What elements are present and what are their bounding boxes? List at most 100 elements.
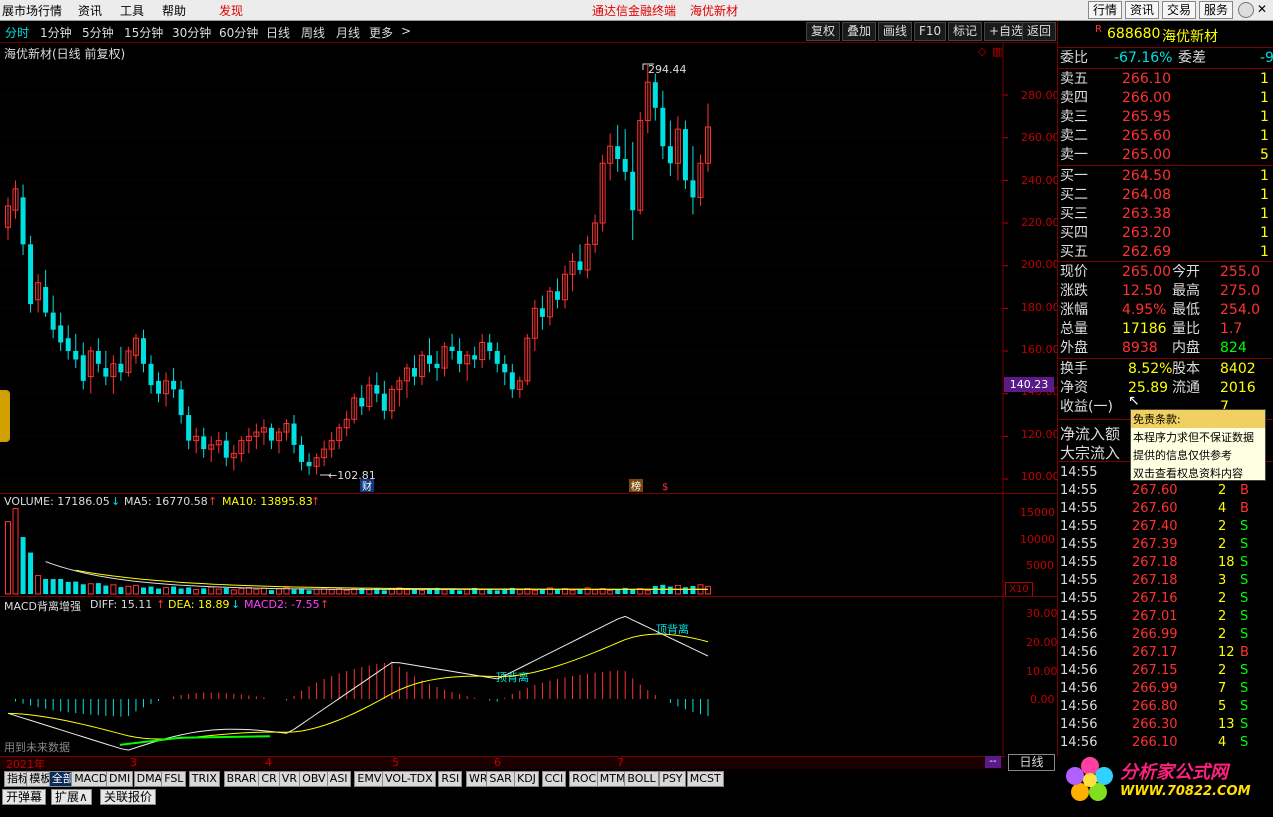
btn-f10[interactable]: F10 (914, 22, 947, 41)
macd-y-label: 0.00 (1030, 693, 1055, 706)
financial-marker[interactable] (360, 479, 374, 492)
divergence-baseline (119, 735, 271, 746)
indicator-tab-dma[interactable]: DMA (133, 771, 166, 787)
tab-period-week[interactable]: 周线 (301, 26, 326, 40)
btn-back[interactable]: 返回 (1022, 22, 1057, 41)
indicator-tab-rsi[interactable]: RSI (438, 771, 463, 787)
minimize-icon[interactable] (1238, 2, 1254, 18)
tick-row: 14:55 267.40 2 S (1060, 519, 1249, 534)
chevron-right-icon[interactable]: > (401, 24, 412, 38)
volume-bar (50, 579, 56, 594)
volume-bar (569, 589, 576, 595)
indicator-tab-全部[interactable]: 全部 (48, 771, 77, 787)
dea-down-arrow: ↓ (231, 598, 241, 611)
window-icon[interactable]: ▥ (992, 45, 1003, 58)
indicator-tab-psy[interactable]: PSY (659, 771, 686, 787)
indicator-tab-roc[interactable]: ROC (569, 771, 600, 787)
indicator-tab-cci[interactable]: CCI (541, 771, 567, 787)
macd-indicator-name[interactable]: MACD背离增强 (4, 600, 81, 613)
tab-period-intraday[interactable]: 分时 (5, 26, 30, 40)
tab-period-day[interactable]: 日线 (266, 26, 291, 40)
candle (464, 354, 471, 365)
mouse-cursor-icon: ↖ (1128, 393, 1140, 409)
bottom-button[interactable]: 扩展∧ (51, 789, 92, 805)
btn-adjust[interactable]: 复权 (806, 22, 841, 41)
indicator-tab-fsl[interactable]: FSL (161, 771, 187, 787)
candle (50, 312, 56, 330)
indicator-tab-kdj[interactable]: KDJ (514, 771, 539, 787)
scroll-dash-button[interactable]: -- (985, 756, 1001, 768)
tab-period-30m[interactable]: 30分钟 (172, 26, 212, 40)
tab-period-1m[interactable]: 1分钟 (40, 26, 72, 40)
btn-trade[interactable]: 交易 (1162, 1, 1197, 19)
volume-bar (411, 588, 417, 594)
menu-help[interactable]: 帮助 (162, 4, 187, 18)
indicator-tab-cr[interactable]: CR (258, 771, 280, 787)
indicator-tab-trix[interactable]: TRIX (188, 771, 220, 787)
indicator-tab-emv[interactable]: EMV (354, 771, 385, 787)
tab-period-month[interactable]: 月线 (336, 26, 361, 40)
period-display[interactable]: 日线 (1008, 754, 1055, 771)
tab-period-5m[interactable]: 5分钟 (82, 26, 114, 40)
volume-bar (328, 589, 335, 595)
indicator-tab-sar[interactable]: SAR (486, 771, 515, 787)
volume-bar (28, 552, 34, 594)
rank-marker[interactable] (629, 479, 643, 492)
indicator-tab-brar[interactable]: BRAR (223, 771, 260, 787)
volume-chart (5, 494, 1004, 596)
candle (351, 397, 358, 420)
volume-bar (487, 588, 493, 594)
btn-news[interactable]: 资讯 (1125, 1, 1160, 19)
diamond-icon[interactable]: ◇ (978, 45, 987, 58)
tick-row: 14:56 266.99 7 S (1060, 681, 1249, 696)
bottom-button[interactable]: 关联报价 (100, 789, 157, 805)
indicator-tab-obv[interactable]: OBV (299, 771, 329, 787)
volume-bar (418, 589, 425, 595)
indicator-tab-指标[interactable]: 指标 (4, 771, 32, 787)
volume-bar (502, 589, 508, 594)
volume-bar (156, 588, 162, 594)
candle (163, 380, 170, 395)
tab-period-15m[interactable]: 15分钟 (124, 26, 164, 40)
btn-overlay[interactable]: 叠加 (842, 22, 877, 41)
current-price-tag: 140.23 (1004, 377, 1054, 392)
btn-service[interactable]: 服务 (1199, 1, 1234, 19)
btn-mark[interactable]: 标记 (948, 22, 983, 41)
candle (539, 308, 545, 317)
stat-row: 净资 25.89 流通 2016 (1060, 380, 1256, 396)
volume-bar (644, 589, 651, 595)
volume-bar (396, 587, 403, 595)
indicator-tab-vr[interactable]: VR (278, 771, 300, 787)
indicator-tab-mtm[interactable]: MTM (596, 771, 629, 787)
dollar-marker[interactable]: $ (662, 482, 668, 493)
candle (178, 389, 184, 415)
menu-news[interactable]: 资讯 (78, 4, 103, 18)
btn-draw[interactable]: 画线 (878, 22, 913, 41)
indicator-tab-vol-tdx[interactable]: VOL-TDX (382, 771, 436, 787)
indicator-tab-boll[interactable]: BOLL (624, 771, 659, 787)
volume-bar (193, 588, 200, 595)
volume-bar (690, 586, 696, 594)
collapse-handle[interactable] (0, 390, 10, 442)
bottom-button[interactable]: 开弹幕 (2, 789, 47, 805)
ma5-up-arrow: ↑ (208, 495, 218, 508)
indicator-tab-mcst[interactable]: MCST (686, 771, 724, 787)
stock-name: 海优新材 (1162, 29, 1218, 45)
candle (87, 350, 94, 378)
volume-ma5: MA5: 16770.58 (124, 495, 208, 508)
menu-discover[interactable]: 发现 (219, 4, 244, 18)
btn-add-watch[interactable]: +自选 (984, 22, 1029, 41)
menu-tools[interactable]: 工具 (120, 4, 145, 18)
indicator-tab-asi[interactable]: ASI (326, 771, 351, 787)
close-icon[interactable]: ✕ (1257, 2, 1268, 16)
volume-bar (73, 581, 79, 594)
btn-quotes[interactable]: 行情 (1088, 1, 1123, 19)
indicator-tab-dmi[interactable]: DMI (106, 771, 134, 787)
tab-period-more[interactable]: 更多 (369, 26, 394, 40)
x-label: 2021年 (6, 758, 45, 771)
candle (622, 159, 628, 172)
indicator-tab-macd[interactable]: MACD (71, 771, 111, 787)
tab-period-60m[interactable]: 60分钟 (219, 26, 259, 40)
menu-market[interactable]: 展市场行情 (2, 4, 63, 18)
volume-bar (65, 581, 71, 594)
